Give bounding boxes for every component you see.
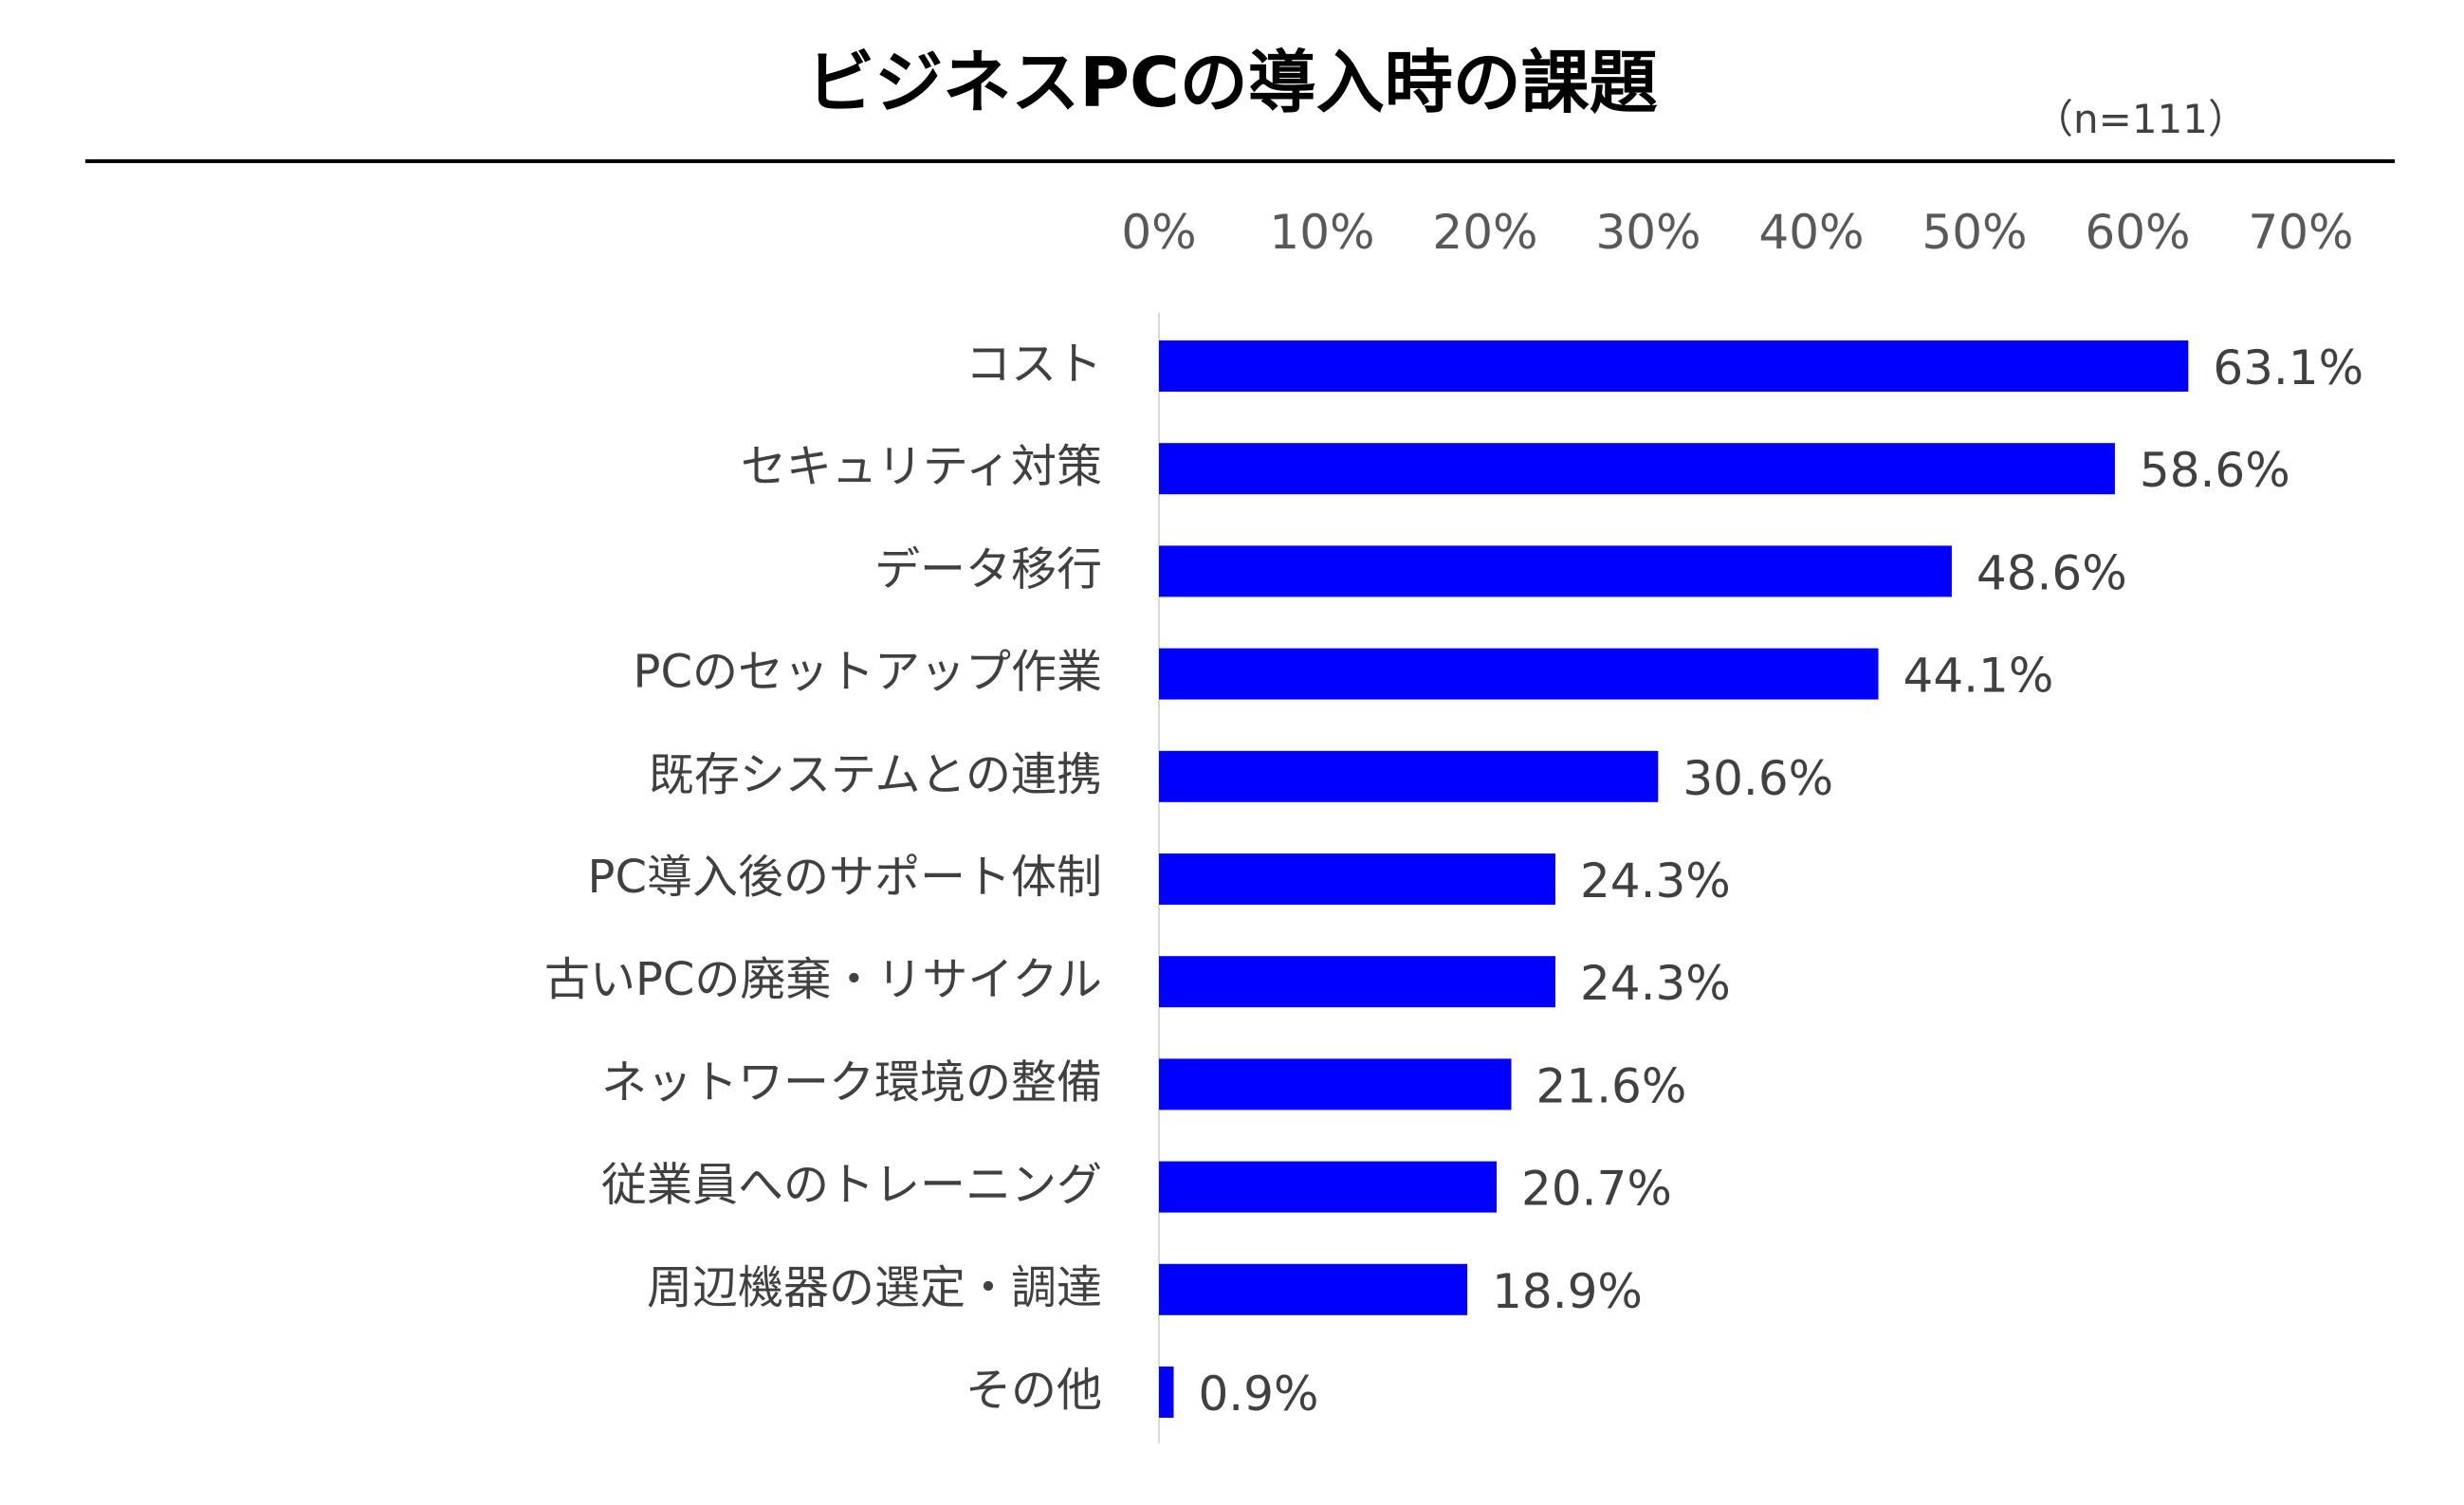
bar [1159, 853, 1555, 905]
x-tick-label: 70% [2248, 205, 2353, 260]
bar [1159, 443, 2115, 495]
category-label: コスト [965, 338, 1102, 391]
chart-title: ビジネスPCの導入時の課題 [806, 43, 1658, 122]
value-label: 48.6% [1977, 545, 2127, 600]
category-label: ネットワーク環境の整備 [601, 1055, 1102, 1109]
value-label: 21.6% [1536, 1058, 1687, 1113]
value-label: 63.1% [2213, 340, 2363, 395]
bar [1159, 1367, 1174, 1418]
category-label: その他 [965, 1364, 1102, 1417]
category-label: PC導入後のサポート体制 [588, 851, 1102, 904]
value-label: 30.6% [1683, 751, 1833, 806]
sample-size-note: （n=111） [2033, 96, 2248, 142]
bars: コスト 63.1% セキュリティ対策 58.6% データ移行 48.6% PCのセットアップ… [544, 338, 2363, 1422]
category-label: セキュリティ対策 [741, 440, 1102, 493]
value-label: 58.6% [2140, 443, 2290, 498]
value-label: 44.1% [1903, 649, 2054, 704]
value-label: 20.7% [1521, 1162, 1672, 1217]
value-label: 0.9% [1198, 1367, 1318, 1422]
category-label: 既存システムとの連携 [649, 748, 1102, 801]
value-label: 18.9% [1492, 1264, 1643, 1319]
bar [1159, 1263, 1468, 1315]
category-label: 従業員へのトレーニング [601, 1159, 1102, 1212]
x-tick-label: 60% [2085, 205, 2190, 260]
bar [1159, 340, 2189, 392]
bar [1159, 750, 1659, 802]
category-label: データ移行 [874, 542, 1102, 596]
bar [1159, 1058, 1512, 1110]
bar [1159, 545, 1952, 597]
x-tick-label: 20% [1432, 205, 1537, 260]
value-label: 24.3% [1580, 853, 1731, 909]
category-label: PCのセットアップ作業 [634, 646, 1102, 699]
x-tick-label: 0% [1121, 205, 1196, 260]
x-axis-ticks: 0% 10% 20% 30% 40% 50% 60% 70% [1121, 205, 2353, 260]
x-tick-label: 30% [1595, 205, 1701, 260]
x-tick-label: 50% [1922, 205, 2027, 260]
category-label: 周辺機器の選定・調達 [647, 1261, 1102, 1314]
bar [1159, 1161, 1498, 1213]
x-tick-label: 10% [1269, 205, 1374, 260]
bar [1159, 956, 1555, 1008]
category-label: 古いPCの廃棄・リサイクル [544, 953, 1102, 1006]
x-tick-label: 40% [1758, 205, 1864, 260]
value-label: 24.3% [1580, 956, 1731, 1011]
bar [1159, 648, 1879, 700]
